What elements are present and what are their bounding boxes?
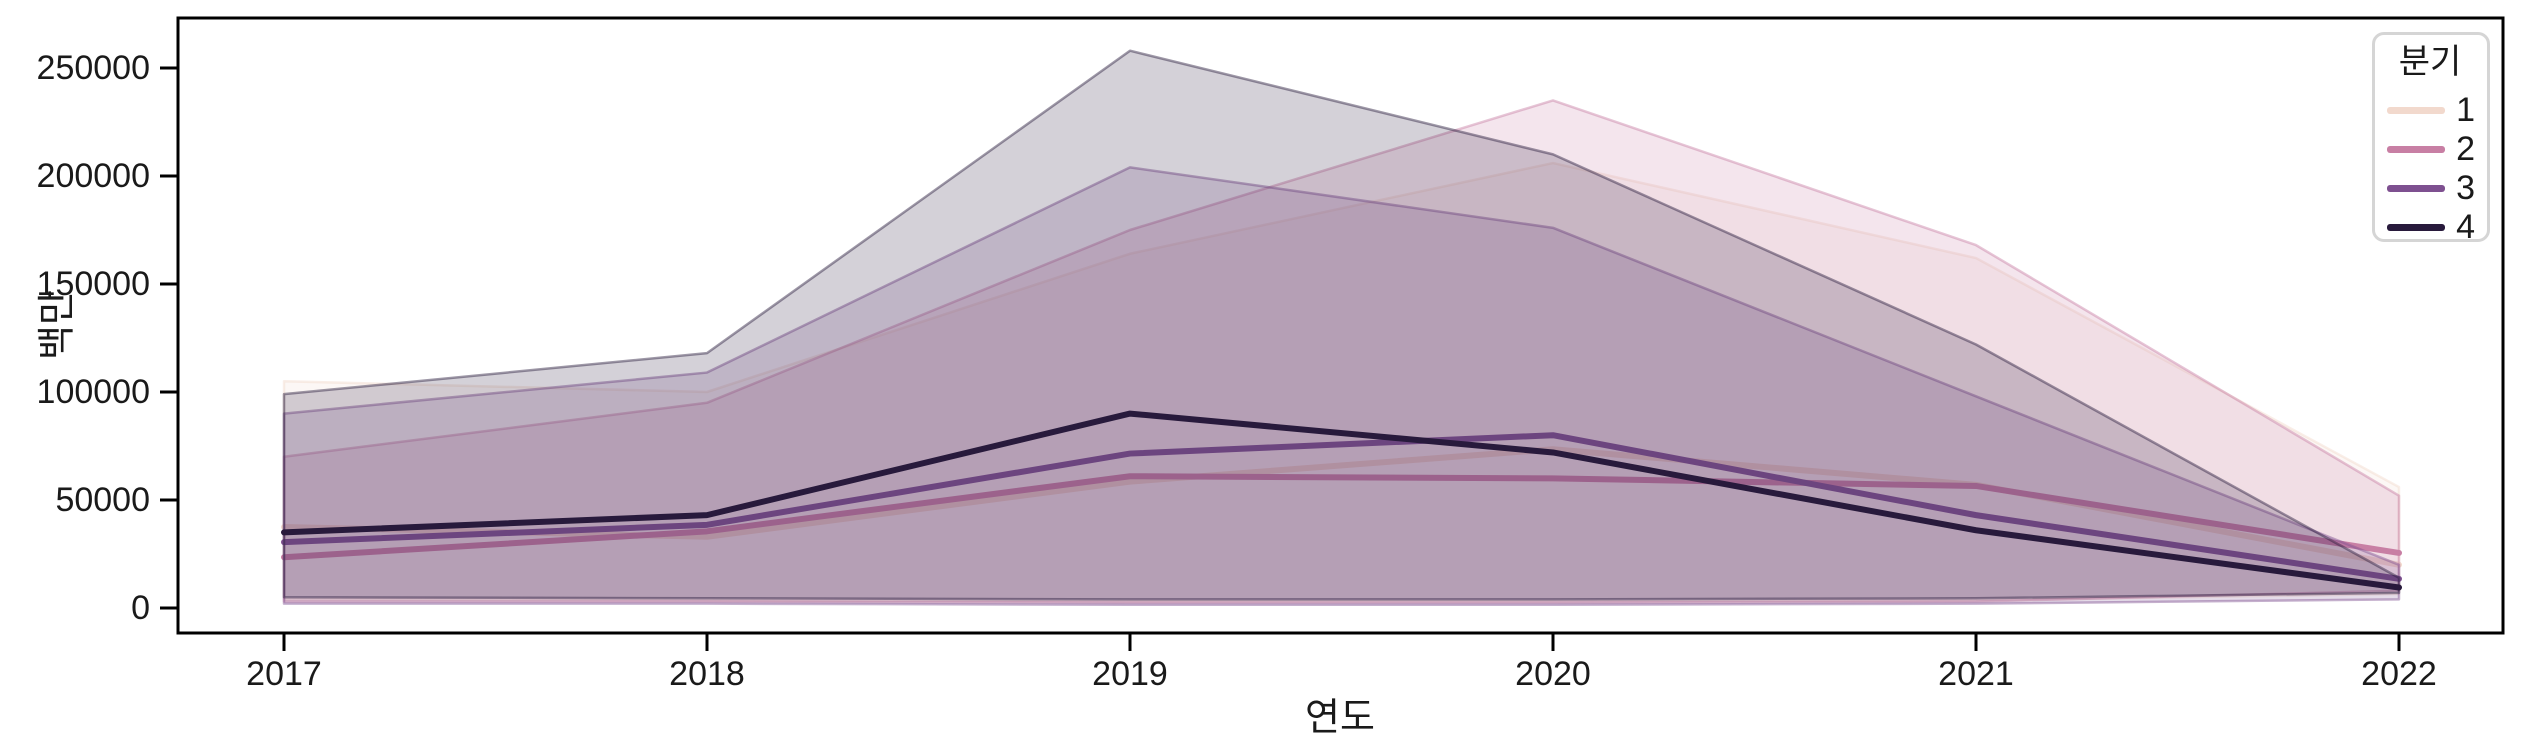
plot-spines: [176, 16, 2505, 635]
y-tick-label: 200000: [37, 157, 150, 195]
x-axis-label: 연도: [1305, 697, 1375, 738]
legend-swatch-2: [2387, 145, 2445, 153]
line-series-3: [281, 432, 2402, 582]
y-tick-label: 100000: [37, 373, 150, 411]
legend-item-3: 3: [2385, 169, 2475, 208]
legend-item-4: 4: [2385, 208, 2475, 247]
y-tick-label: 50000: [55, 481, 150, 519]
legend-label-1: 1: [2456, 91, 2475, 130]
x-tick-label: 2020: [1515, 655, 1591, 693]
legend-item-1: 1: [2385, 91, 2475, 130]
legend-item-2: 2: [2385, 130, 2475, 169]
legend-swatch-3: [2387, 184, 2445, 192]
legend-title: 분기: [2398, 43, 2462, 81]
x-tick-label: 2021: [1938, 655, 2014, 693]
band-series-4: [282, 49, 2401, 601]
y-tick-label: 0: [131, 589, 150, 627]
y-axis-label: 백만: [36, 290, 79, 360]
legend-label-4: 4: [2456, 208, 2475, 247]
line-series-4: [281, 410, 2402, 591]
legend-swatch-1: [2387, 106, 2445, 114]
x-tick-label: 2022: [2361, 655, 2437, 693]
y-tick-label: 150000: [37, 265, 150, 303]
x-tick-label: 2018: [669, 655, 745, 693]
legend-label-3: 3: [2456, 169, 2475, 208]
band-series-2: [282, 99, 2401, 604]
y-tick-label: 250000: [37, 49, 150, 87]
x-tick-label: 2019: [1092, 655, 1168, 693]
x-tick-label: 2017: [246, 655, 322, 693]
line-series-2: [281, 473, 2402, 561]
legend-swatch-4: [2387, 223, 2445, 231]
legend-label-2: 2: [2456, 130, 2475, 169]
